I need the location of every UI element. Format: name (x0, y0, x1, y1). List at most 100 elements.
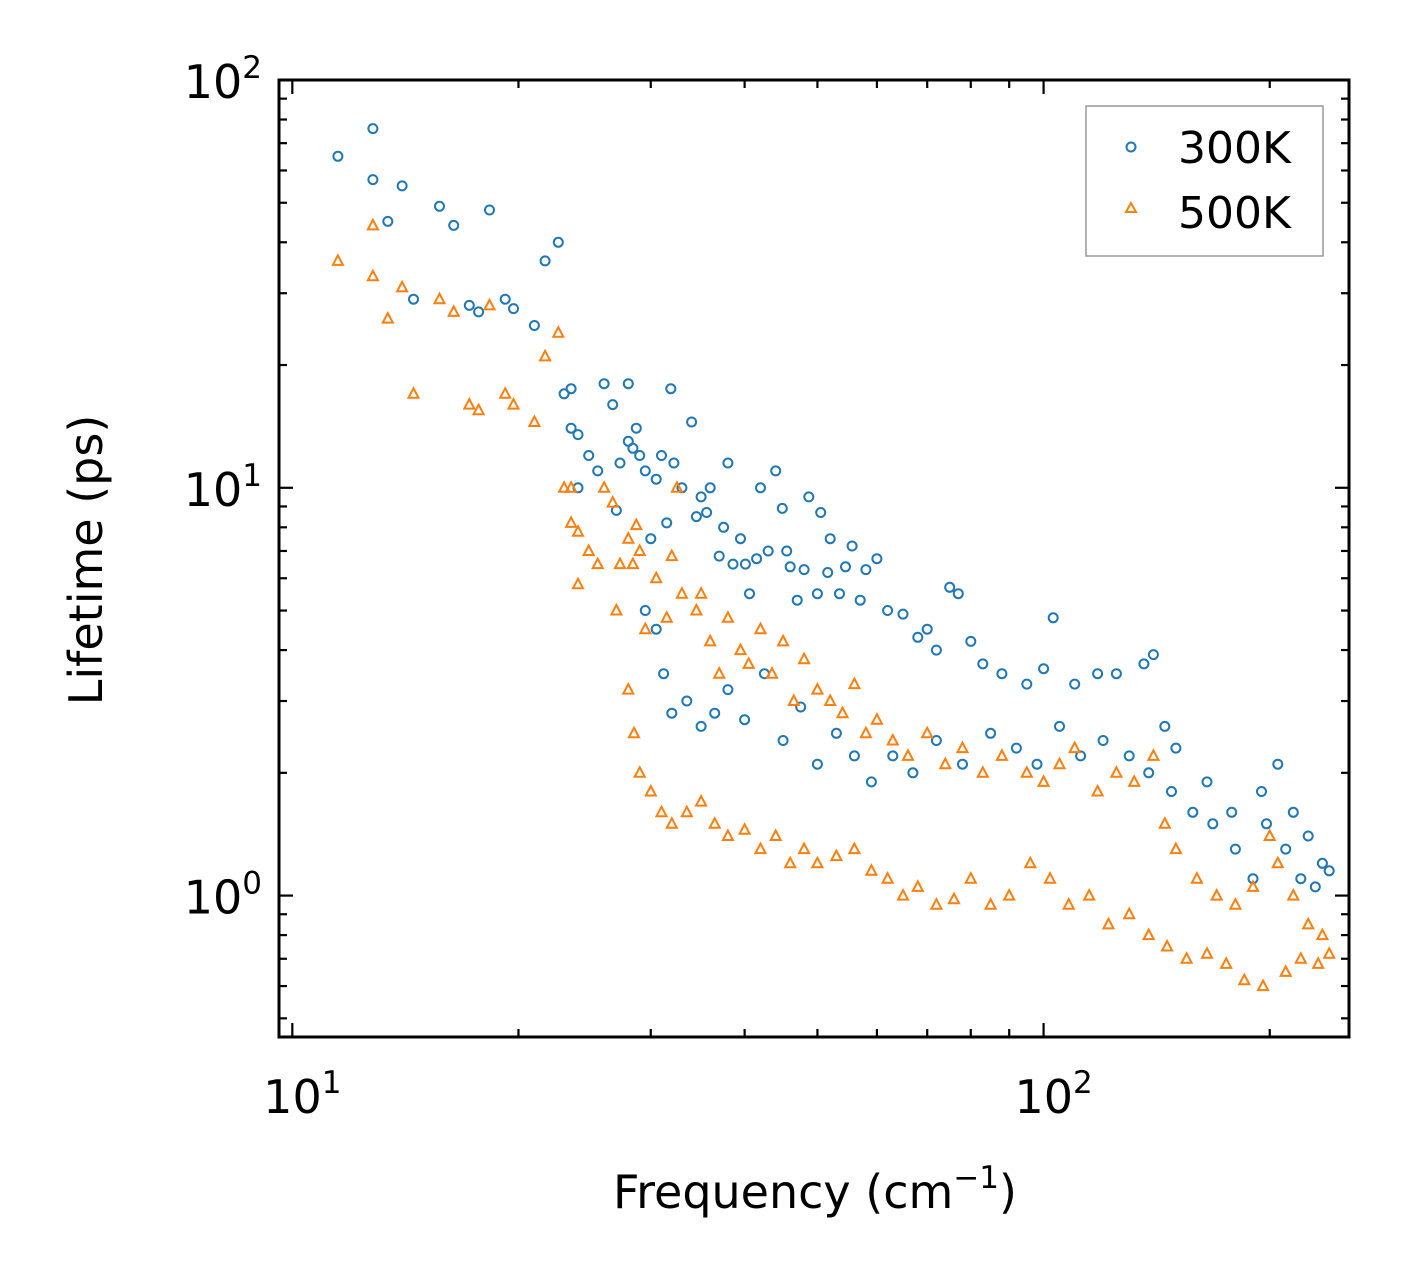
point-300k (996, 668, 1008, 680)
point-300k (791, 594, 803, 606)
point-300k (1295, 873, 1307, 885)
point-300k (1038, 663, 1050, 675)
point-300k (565, 422, 577, 434)
point-300k (718, 521, 730, 533)
point-500k (557, 480, 571, 493)
point-300k (713, 550, 725, 562)
point-300k (930, 644, 942, 656)
point-300k (686, 416, 698, 428)
legend-label-500k: 500K (1178, 188, 1292, 239)
point-300k (977, 658, 989, 670)
point-500k (938, 756, 952, 770)
point-500k (847, 676, 862, 690)
x-axis-label: Frequency (cm−1) (613, 1160, 1017, 1219)
point-300k (815, 507, 827, 518)
point-300k (1047, 612, 1059, 624)
point-500k (964, 871, 978, 884)
point-300k (798, 564, 810, 576)
point-300k (770, 465, 782, 477)
point-500k (880, 871, 895, 884)
point-500k (447, 304, 461, 317)
point-300k (484, 204, 495, 216)
point-500k (621, 531, 635, 544)
point-500k (901, 748, 915, 761)
point-300k (751, 553, 763, 565)
point-300k (382, 215, 394, 227)
point-500k (571, 576, 585, 590)
point-300k (1097, 735, 1109, 746)
point-300k (860, 564, 872, 576)
point-500k (1294, 951, 1308, 964)
point-500k (670, 480, 684, 493)
point-500k (395, 279, 409, 293)
point-300k (592, 465, 604, 477)
data-points (331, 123, 1336, 992)
point-300k (583, 450, 595, 461)
point-300k (630, 422, 642, 434)
point-500k (929, 897, 944, 910)
point-500k (1256, 978, 1270, 992)
point-300k (367, 123, 379, 135)
point-500k (564, 480, 578, 493)
point-500k (606, 494, 620, 508)
point-300k (957, 758, 968, 770)
point-300k (1110, 668, 1122, 680)
point-300k (865, 776, 877, 788)
point-300k (830, 727, 842, 739)
point-500k (896, 887, 910, 901)
point-300k (1287, 806, 1299, 818)
point-300k (650, 473, 662, 485)
point-300k (1069, 678, 1081, 690)
point-500k (955, 740, 970, 754)
point-300k (408, 293, 419, 305)
legend-marker-500k (1124, 200, 1138, 213)
point-300k (1143, 767, 1155, 779)
point-300k (784, 561, 796, 573)
point-500k (787, 693, 801, 706)
point-500k (1271, 855, 1285, 869)
point-300k (695, 491, 707, 503)
point-500k (1142, 927, 1156, 941)
legend: 300K 500K (1085, 105, 1324, 257)
point-500k (733, 642, 748, 656)
point-300k (622, 378, 634, 390)
point-500k (665, 816, 679, 829)
point-500k (1279, 964, 1293, 977)
point-300k (1031, 758, 1043, 770)
point-300k (704, 482, 716, 494)
point-300k (846, 540, 858, 552)
point-300k (781, 545, 793, 557)
point-300k (572, 429, 584, 441)
point-300k (434, 200, 445, 212)
point-300k (811, 758, 823, 770)
point-500k (1109, 765, 1124, 778)
legend-marker-300k (1125, 141, 1137, 153)
legend-label-300k: 300K (1178, 123, 1292, 174)
y-tick-label: 102 (184, 50, 262, 109)
point-300k (776, 502, 788, 514)
point-500k (366, 217, 380, 231)
point-300k (565, 383, 577, 395)
point-300k (762, 545, 774, 557)
point-500k (1043, 871, 1057, 884)
point-500k (462, 396, 476, 410)
point-500k (609, 602, 624, 616)
point-500k (665, 548, 679, 562)
point-500k (1101, 916, 1116, 930)
point-500k (920, 725, 934, 739)
point-500k (633, 543, 647, 556)
point-300k (639, 605, 651, 616)
point-500k (1237, 972, 1251, 986)
point-300k (332, 150, 344, 162)
point-500k (1062, 897, 1076, 910)
point-500k (381, 310, 395, 324)
point-500k (1052, 756, 1067, 770)
y-axis-label: Lifetime (ps) (59, 415, 113, 706)
plot-area (277, 78, 1351, 1039)
point-300k (930, 735, 942, 746)
point-300k (1323, 865, 1335, 877)
point-300k (1261, 818, 1272, 830)
point-300k (1170, 742, 1182, 754)
point-300k (499, 293, 511, 305)
point-300k (681, 695, 693, 707)
